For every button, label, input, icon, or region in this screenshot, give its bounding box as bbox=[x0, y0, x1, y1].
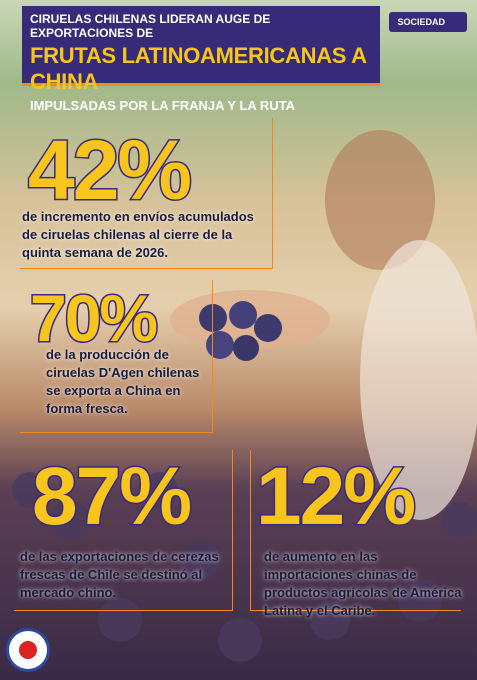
stat-value: 87% bbox=[30, 451, 193, 542]
frame bbox=[20, 280, 213, 433]
logo bbox=[6, 628, 50, 672]
stat-text: de incremento en envíos acumulados de ci… bbox=[22, 209, 254, 260]
frame bbox=[20, 118, 273, 269]
header-line: IMPULSADAS POR LA FRANJA Y LA RUTA bbox=[30, 98, 296, 113]
section-tag[interactable]: SOCIEDAD bbox=[389, 12, 467, 32]
stat-value: 42% bbox=[26, 123, 193, 217]
stat-text: de las exportaciones de cerezas frescas … bbox=[20, 549, 219, 600]
frame bbox=[250, 450, 461, 611]
header-line: CIRUELAS CHILENAS LIDERAN AUGE DE EXPORT… bbox=[30, 12, 271, 40]
stat-value: 70% bbox=[28, 281, 159, 355]
header-title: FRUTAS LATINOAMERICANAS A CHINA bbox=[30, 43, 366, 94]
frame bbox=[14, 450, 233, 611]
stat-text: de la producción de ciruelas D'Agen chil… bbox=[46, 347, 200, 416]
stat-value: 12% bbox=[254, 451, 417, 542]
header: CIRUELAS CHILENAS LIDERAN AUGE DE EXPORT… bbox=[22, 6, 380, 113]
stat-text: de aumento en las importaciones chinas d… bbox=[264, 549, 462, 618]
